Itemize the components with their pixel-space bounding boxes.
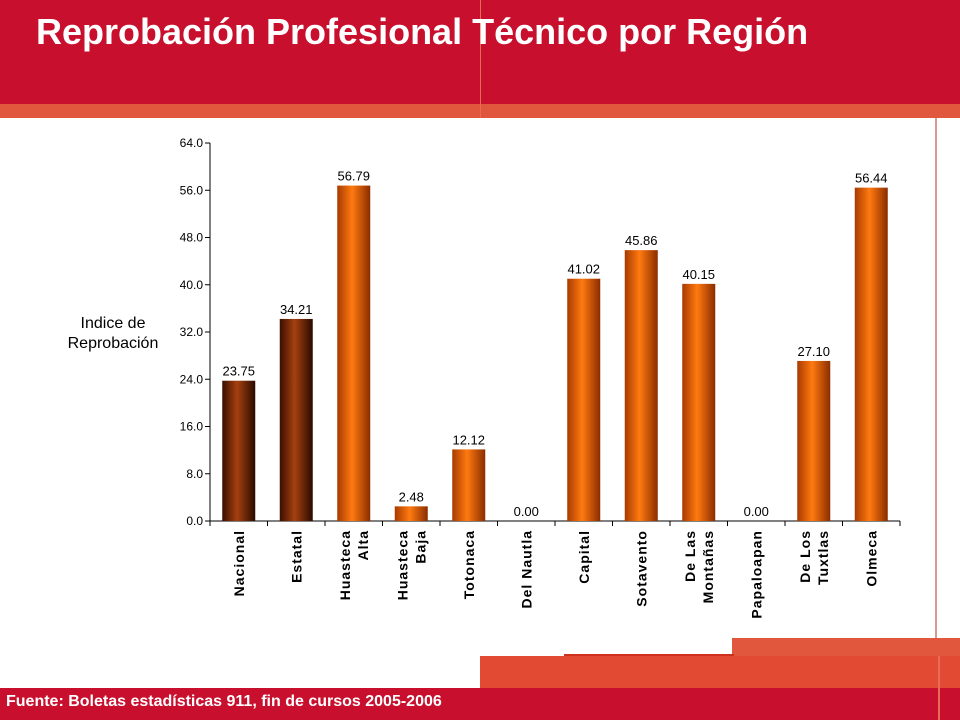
- data-label: 45.86: [625, 233, 658, 248]
- x-category-label: Papaloapan: [748, 530, 764, 619]
- y-tick-label: 64.0: [180, 136, 204, 150]
- x-category-label: De Los: [797, 530, 813, 583]
- data-label: 0.00: [514, 504, 539, 519]
- footer-accent-band: [480, 656, 960, 688]
- source-note: Fuente: Boletas estadísticas 911, fin de…: [6, 693, 442, 710]
- y-axis-label: Indice de: [81, 315, 146, 332]
- data-label: 23.75: [222, 364, 255, 379]
- x-category-label: Huasteca: [394, 530, 410, 600]
- bar: [452, 449, 486, 521]
- data-label: 12.12: [452, 432, 485, 447]
- bar: [624, 250, 658, 521]
- bar: [222, 380, 256, 521]
- x-category-label: Huasteca: [337, 530, 353, 600]
- y-tick-label: 40.0: [180, 278, 204, 292]
- x-category-label: Olmeca: [863, 530, 879, 587]
- x-category-label: Del Nautla: [518, 530, 534, 608]
- data-label: 2.48: [399, 489, 424, 504]
- data-label: 27.10: [797, 344, 830, 359]
- y-tick-label: 16.0: [180, 420, 204, 434]
- x-category-label: De Las: [682, 530, 698, 582]
- bar: [394, 506, 428, 521]
- y-axis-label: Reprobación: [68, 335, 159, 352]
- y-tick-label: 0.0: [186, 514, 203, 528]
- data-label: 40.15: [682, 267, 715, 282]
- x-category-label: Baja: [412, 530, 428, 564]
- y-tick-label: 48.0: [180, 231, 204, 245]
- y-tick-label: 56.0: [180, 183, 204, 197]
- y-tick-label: 8.0: [186, 467, 203, 481]
- bar: [337, 185, 371, 522]
- x-category-label: Totonaca: [461, 530, 477, 599]
- footer-accent-line: [564, 654, 734, 656]
- y-tick-label: 24.0: [180, 372, 204, 386]
- bar: [854, 187, 888, 521]
- bar: [279, 318, 313, 521]
- data-label: 0.00: [744, 504, 769, 519]
- x-category-label: Montañas: [700, 530, 716, 603]
- footer-divider: [938, 656, 940, 720]
- bar: [682, 283, 716, 521]
- x-category-label: Alta: [355, 530, 371, 560]
- bar: [567, 278, 601, 521]
- bar: [797, 360, 831, 521]
- x-category-label: Estatal: [288, 530, 304, 583]
- data-label: 34.21: [280, 302, 313, 317]
- data-label: 41.02: [567, 262, 600, 277]
- x-category-label: Nacional: [231, 530, 247, 596]
- x-category-label: Capital: [576, 530, 592, 584]
- data-label: 56.79: [337, 169, 370, 184]
- footer-accent-upper: [732, 638, 960, 656]
- page-title: Reprobación Profesional Técnico por Regi…: [36, 11, 809, 52]
- footer-bar: Fuente: Boletas estadísticas 911, fin de…: [0, 688, 960, 720]
- data-label: 56.44: [855, 171, 888, 186]
- x-category-label: Sotavento: [633, 530, 649, 607]
- header-divider: [480, 0, 481, 118]
- x-category-label: Tuxtlas: [815, 530, 831, 585]
- y-tick-label: 32.0: [180, 325, 204, 339]
- right-rule: [935, 118, 937, 638]
